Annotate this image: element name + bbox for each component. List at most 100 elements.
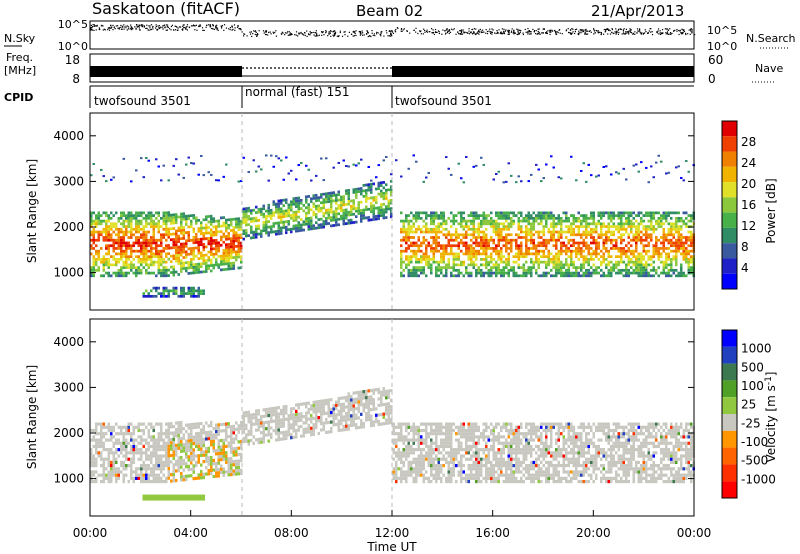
power-cell <box>200 265 203 268</box>
velocity-cell <box>112 460 115 465</box>
velocity-cell <box>155 467 158 471</box>
power-cell <box>565 225 568 228</box>
power-cell <box>100 260 103 264</box>
power-cell <box>145 216 148 220</box>
power-cell <box>152 233 155 237</box>
power-cell <box>155 247 158 250</box>
power-cell <box>192 238 195 242</box>
power-cell <box>675 222 678 226</box>
noise-sky-point <box>234 29 236 31</box>
noise-sky-point <box>146 27 148 29</box>
power-cell <box>357 212 360 215</box>
power-cell <box>462 260 465 264</box>
power-cell <box>497 252 500 256</box>
noise-sky-point <box>118 27 120 29</box>
power-cell <box>442 258 445 261</box>
power-cell <box>352 163 355 166</box>
power-cell <box>277 202 280 206</box>
power-cell <box>672 244 675 248</box>
power-cell <box>120 238 123 242</box>
noise-sky-point <box>611 31 613 34</box>
power-cell <box>105 271 108 275</box>
noise-sky-point <box>615 30 618 32</box>
power-cell <box>162 164 165 167</box>
power-cell <box>375 195 378 199</box>
noise-sky-point <box>431 28 433 30</box>
power-cell <box>107 238 110 242</box>
power-cell <box>365 216 368 220</box>
power-cell <box>277 199 280 203</box>
power-cell <box>162 216 165 220</box>
power-cell <box>197 262 200 266</box>
power-cell <box>142 249 145 253</box>
power-cell <box>687 249 690 253</box>
power-cell <box>627 271 630 275</box>
power-cell <box>682 236 685 239</box>
velocity-cell <box>105 448 108 452</box>
noise-sky-point <box>229 27 232 29</box>
power-cell <box>137 266 140 269</box>
power-cell <box>170 254 173 258</box>
noise-sky-point <box>468 28 470 30</box>
power-cell <box>630 211 633 215</box>
power-cell <box>630 258 633 261</box>
noise-sky-point <box>109 27 111 29</box>
power-cell <box>517 244 520 248</box>
power-cell <box>240 225 243 229</box>
power-cell <box>345 214 348 217</box>
velocity-cell <box>137 422 140 426</box>
power-cell <box>332 213 335 216</box>
power-cell <box>380 208 383 212</box>
power-cell <box>652 244 655 248</box>
power-cell <box>305 211 308 215</box>
power-cell <box>172 246 175 250</box>
power-cell <box>285 156 288 159</box>
power-cell <box>682 247 685 250</box>
power-cell <box>620 222 623 226</box>
power-cell <box>405 258 408 261</box>
velocity-cell <box>152 428 155 433</box>
power-cell <box>307 216 310 220</box>
power-cell <box>160 255 163 259</box>
velocity-cell <box>117 425 120 429</box>
power-cell <box>265 223 268 227</box>
power-cell <box>480 252 483 256</box>
velocity-cell <box>190 461 193 465</box>
power-cell <box>462 252 465 256</box>
power-cell <box>452 260 455 264</box>
noise-sky-point <box>685 33 687 36</box>
noise-sky-point <box>630 29 632 31</box>
noise-sky-point <box>680 31 682 34</box>
power-cell <box>650 227 653 231</box>
velocity-cell <box>172 447 175 451</box>
noise-sky-point <box>111 26 113 28</box>
noise-sky-point <box>353 30 355 32</box>
noise-sky-point <box>687 33 689 35</box>
noise-sky-point <box>145 27 147 30</box>
power-cell <box>510 241 513 245</box>
power-cell <box>425 222 428 226</box>
power-cell <box>595 247 598 250</box>
power-cell <box>125 266 128 269</box>
power-cell <box>290 203 293 206</box>
power-cell <box>127 255 130 259</box>
power-cell <box>642 247 645 250</box>
power-cell <box>107 233 110 237</box>
power-cell <box>610 241 613 245</box>
power-cell <box>525 230 528 234</box>
power-cell <box>405 249 408 253</box>
power-cell <box>507 162 510 165</box>
power-cell <box>685 222 688 226</box>
power-cell <box>412 230 415 234</box>
velocity-cell <box>112 454 115 458</box>
noise-sky-point <box>470 31 472 33</box>
power-cell <box>462 216 465 220</box>
power-cell <box>107 230 110 234</box>
power-cell <box>542 227 545 231</box>
power-cell <box>665 266 668 269</box>
power-cell <box>640 274 643 278</box>
power-cell <box>655 252 658 256</box>
power-cell <box>547 241 550 245</box>
noise-sky-point <box>683 30 685 32</box>
power-cell <box>567 216 570 220</box>
